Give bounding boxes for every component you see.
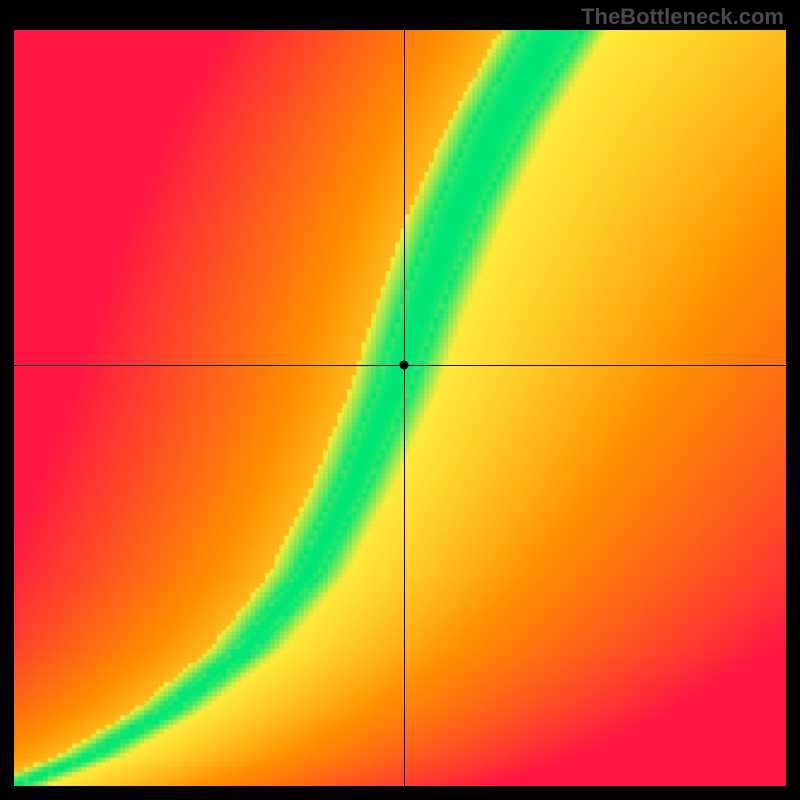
watermark-text: TheBottleneck.com	[581, 4, 784, 30]
chart-container: TheBottleneck.com	[0, 0, 800, 800]
crosshair-vertical	[404, 30, 405, 786]
heatmap-plot	[14, 30, 786, 786]
crosshair-marker	[399, 360, 408, 369]
heatmap-canvas	[14, 30, 786, 786]
